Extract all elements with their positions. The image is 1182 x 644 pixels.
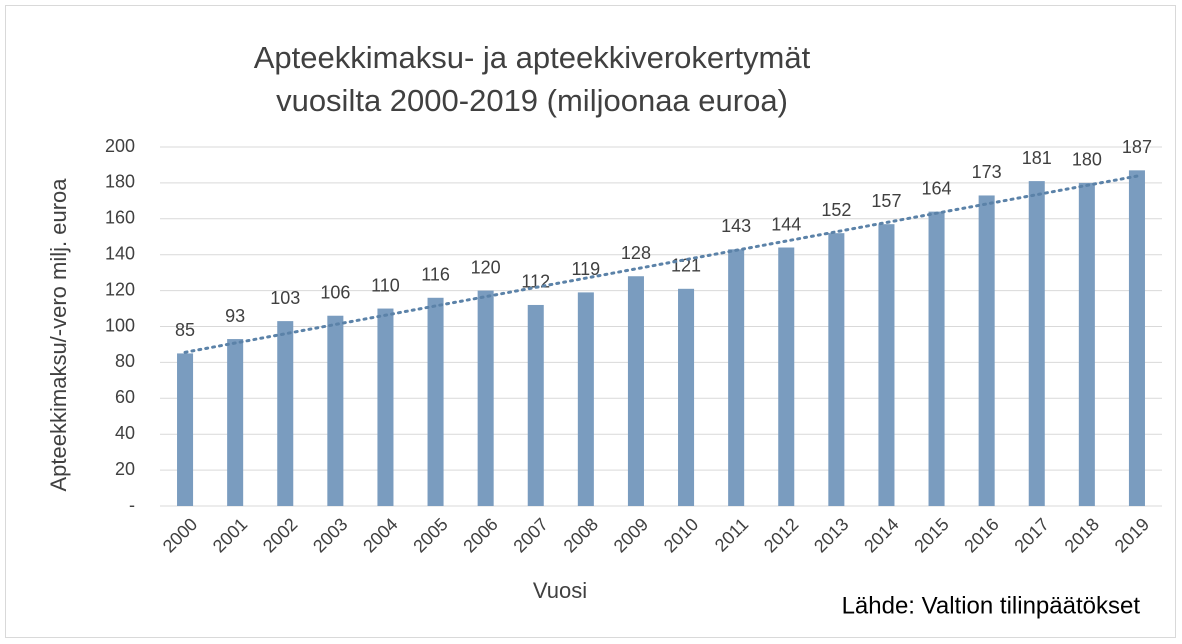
bar xyxy=(477,290,494,506)
data-label: 110 xyxy=(371,275,400,295)
bar xyxy=(627,276,644,506)
data-label: 164 xyxy=(922,178,952,198)
data-label: 121 xyxy=(671,256,701,276)
data-label: 143 xyxy=(721,216,751,236)
bar xyxy=(527,304,544,506)
bar xyxy=(928,211,945,506)
x-axis-label: Vuosi xyxy=(533,578,587,603)
y-tick-label: 160 xyxy=(105,208,135,228)
bar xyxy=(277,321,294,506)
y-tick-label: 40 xyxy=(115,423,135,443)
bar xyxy=(327,315,344,506)
bar xyxy=(177,353,194,506)
y-tick-label: 120 xyxy=(105,279,135,299)
data-label: 93 xyxy=(225,306,245,326)
bar xyxy=(377,308,394,506)
bar xyxy=(978,195,995,506)
data-label: 128 xyxy=(621,243,651,263)
data-label: 152 xyxy=(821,200,851,220)
y-tick-label: 20 xyxy=(115,459,135,479)
bar xyxy=(227,339,244,506)
y-tick-label: 200 xyxy=(105,136,135,156)
data-label: 120 xyxy=(471,257,501,277)
data-label: 106 xyxy=(320,282,350,302)
bar xyxy=(1078,182,1095,506)
y-tick-label: 80 xyxy=(115,351,135,371)
trendline xyxy=(183,174,1139,354)
data-label: 119 xyxy=(571,259,600,279)
bar xyxy=(878,224,895,506)
data-label: 173 xyxy=(972,162,1002,182)
bar xyxy=(1028,181,1045,507)
chart-title: Apteekkimaksu- ja apteekkiverokertymät xyxy=(254,40,811,75)
data-label: 181 xyxy=(1022,148,1052,168)
bar xyxy=(678,288,695,506)
y-tick-label: 140 xyxy=(105,243,135,263)
chart-title: vuosilta 2000-2019 (miljoonaa euroa) xyxy=(276,83,788,118)
data-label: 116 xyxy=(421,265,450,285)
data-label: 187 xyxy=(1122,137,1152,157)
data-label: 85 xyxy=(175,320,195,340)
bar xyxy=(728,249,745,506)
data-label: 180 xyxy=(1072,150,1102,170)
bar xyxy=(427,297,444,506)
data-label: 144 xyxy=(771,214,801,234)
data-label: 103 xyxy=(270,288,300,308)
bar xyxy=(828,233,845,506)
y-tick-label: 100 xyxy=(105,315,135,335)
y-tick-label: 180 xyxy=(105,172,135,192)
annotation: Lähde: Valtion tilinpäätökset xyxy=(842,592,1141,619)
bar xyxy=(577,292,594,506)
y-tick-label: - xyxy=(129,495,135,515)
bar xyxy=(778,247,795,506)
bar xyxy=(1128,170,1145,506)
data-label: 157 xyxy=(871,191,901,211)
y-axis-label: Apteekkimaksu/-vero milj. euroa xyxy=(46,178,71,492)
y-tick-label: 60 xyxy=(115,387,135,407)
